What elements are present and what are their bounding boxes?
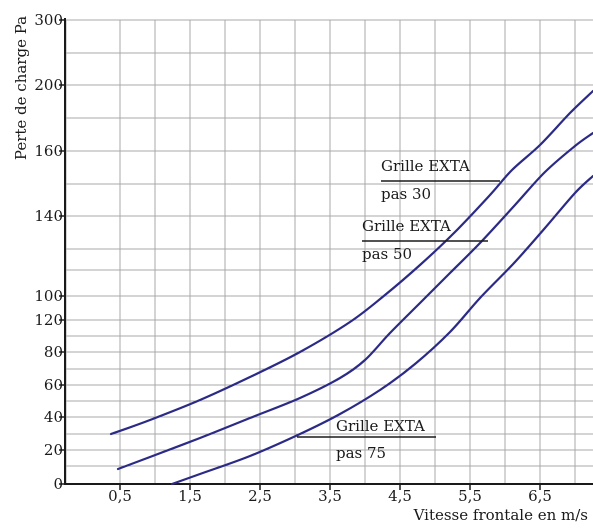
grid bbox=[64, 18, 593, 485]
series-line-3 bbox=[170, 174, 593, 486]
x-tick-label: 6,5 bbox=[528, 487, 552, 505]
y-tick-label: 140 bbox=[34, 207, 63, 225]
y-tick-label: 300 bbox=[34, 11, 63, 29]
y-tick-label: 40 bbox=[44, 408, 63, 426]
y-axis-ticks: 0 20 40 60 80 120 100 140 160 200 300 bbox=[34, 11, 65, 493]
series-label-line1: Grille EXTA bbox=[362, 217, 451, 235]
y-tick-label: 20 bbox=[44, 441, 63, 459]
series-labels: Grille EXTA pas 30 Grille EXTA pas 50 Grille… bbox=[297, 157, 500, 462]
x-tick-label: 1,5 bbox=[178, 487, 202, 505]
y-tick-label: 60 bbox=[44, 376, 63, 394]
x-tick-label: 2,5 bbox=[248, 487, 272, 505]
x-tick-label: 4,5 bbox=[388, 487, 412, 505]
y-tick-label: 160 bbox=[34, 142, 63, 160]
y-axis-label: Perte de charge Pa bbox=[12, 16, 30, 160]
y-tick-label: 120 bbox=[34, 311, 63, 329]
x-axis-label: Vitesse frontale en m/s bbox=[413, 506, 588, 524]
x-axis-ticks: 0,5 1,5 2,5 3,5 4,5 5,5 6,5 bbox=[108, 484, 552, 505]
y-tick-label: 80 bbox=[44, 343, 63, 361]
series-label-line2: pas 50 bbox=[362, 245, 412, 263]
y-tick-label: 0 bbox=[53, 475, 63, 493]
y-tick-label: 100 bbox=[34, 287, 63, 305]
x-tick-label: 0,5 bbox=[108, 487, 132, 505]
y-tick-label: 200 bbox=[34, 76, 63, 94]
x-tick-label: 5,5 bbox=[458, 487, 482, 505]
series-lines bbox=[109, 89, 593, 486]
series-line-2 bbox=[116, 131, 593, 471]
series-label-line1: Grille EXTA bbox=[336, 417, 425, 435]
series-label-line1: Grille EXTA bbox=[381, 157, 470, 175]
x-tick-label: 3,5 bbox=[318, 487, 342, 505]
series-label-line2: pas 30 bbox=[381, 185, 431, 203]
series-label-line2: pas 75 bbox=[336, 444, 386, 462]
series-line-1 bbox=[109, 89, 593, 436]
